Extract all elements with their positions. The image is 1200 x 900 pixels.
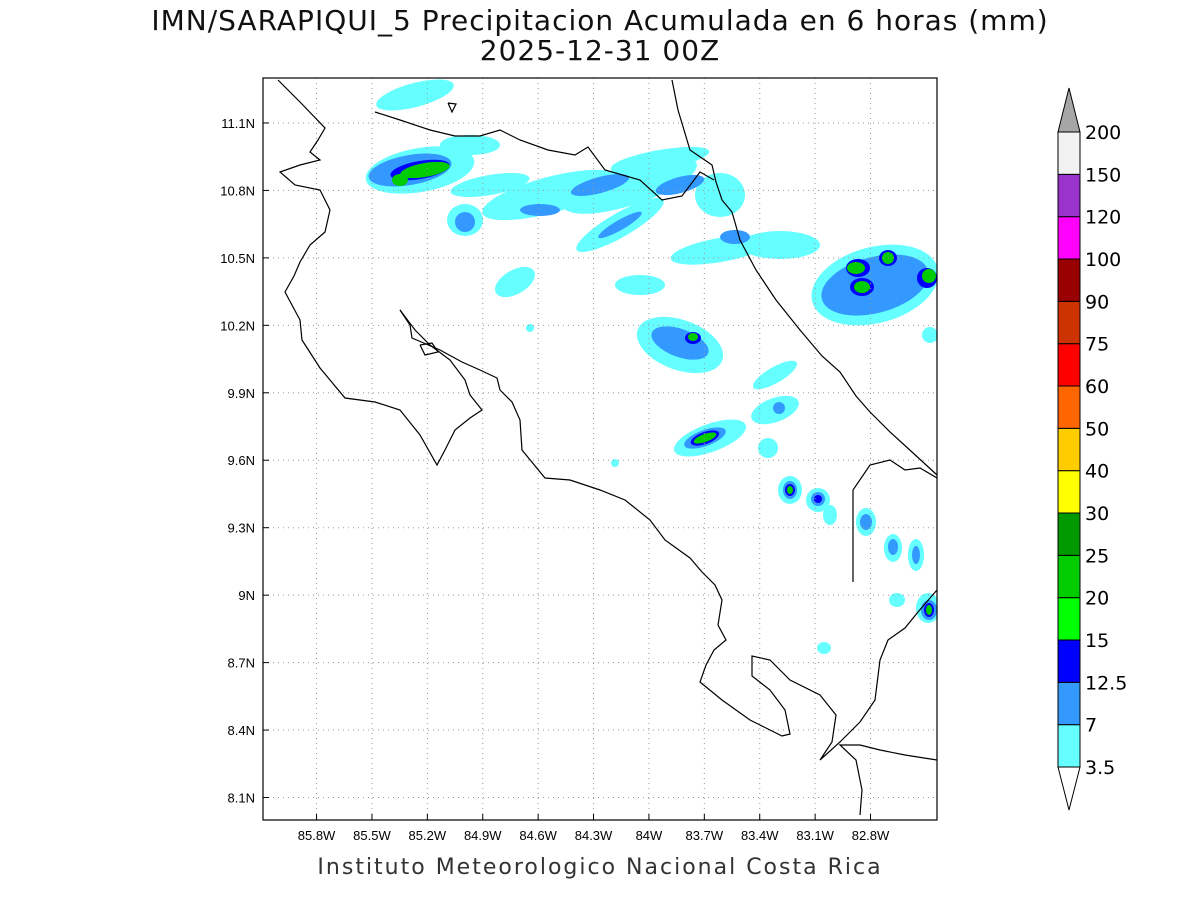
colorbar-label: 40 — [1085, 461, 1109, 483]
coastline — [277, 79, 937, 816]
precipitation-field — [365, 79, 937, 654]
lat-tick-label: 10.8N — [220, 183, 255, 198]
lat-tick-label: 10.5N — [220, 251, 255, 266]
lat-tick-label: 9.9N — [228, 386, 255, 401]
map-frame — [262, 77, 938, 821]
colorbar-label: 60 — [1085, 376, 1109, 398]
colorbar-label: 75 — [1085, 334, 1109, 356]
lat-tick-label: 9N — [238, 588, 255, 603]
colorbar-label: 120 — [1085, 207, 1121, 229]
colorbar-under-triangle — [1057, 766, 1081, 811]
colorbar-label: 100 — [1085, 249, 1121, 271]
colorbar-label: 200 — [1085, 122, 1121, 144]
colorbar-over-triangle — [1057, 87, 1081, 133]
lon-tick-label: 84.6W — [519, 828, 557, 843]
lon-tick-label: 83.4W — [741, 828, 779, 843]
map-title: IMN/SARAPIQUI_5 Precipitacion Acumulada … — [151, 4, 1049, 37]
colorbar-label: 7 — [1085, 715, 1097, 737]
colorbar-swatch — [1057, 300, 1081, 345]
lon-tick-label: 83.7W — [686, 828, 724, 843]
grid-lines — [263, 78, 937, 820]
footer-credit: Instituto Meteorologico Nacional Costa R… — [317, 855, 883, 880]
colorbar-label: 12.5 — [1085, 672, 1127, 694]
colorbar-legend: 3.5 7 12.5 15 20 25 30 40 50 60 75 90 100 120 150 200 — [1057, 87, 1127, 811]
colorbar-label: 90 — [1085, 291, 1109, 313]
lon-tick-label: 84.3W — [575, 828, 613, 843]
colorbar-label: 20 — [1085, 588, 1109, 610]
colorbar-swatch — [1057, 639, 1081, 683]
colorbar-swatch — [1057, 131, 1081, 175]
axis-ticks: 85.8W 85.5W 85.2W 84.9W 84.6W 84.3W 84W 83.7W 83… — [220, 116, 890, 843]
colorbar-swatch — [1057, 385, 1081, 429]
lat-tick-label: 8.7N — [228, 656, 255, 671]
colorbar-label: 3.5 — [1085, 757, 1115, 779]
lon-tick-label: 85.8W — [298, 828, 336, 843]
lon-tick-label: 84.9W — [464, 828, 502, 843]
colorbar-swatch — [1057, 216, 1081, 260]
colorbar-label: 25 — [1085, 545, 1109, 567]
colorbar-label: 30 — [1085, 503, 1109, 525]
colorbar-swatch — [1057, 427, 1081, 472]
colorbar-swatch — [1057, 173, 1081, 218]
lon-tick-label: 85.5W — [353, 828, 391, 843]
colorbar-swatch — [1057, 512, 1081, 556]
colorbar-swatch — [1057, 554, 1081, 599]
lon-tick-label: 85.2W — [409, 828, 447, 843]
lat-tick-label: 8.4N — [228, 723, 255, 738]
lat-tick-label: 8.1N — [228, 791, 255, 806]
colorbar-swatch — [1057, 343, 1081, 387]
colorbar-swatch — [1057, 724, 1081, 768]
colorbar-label: 15 — [1085, 630, 1109, 652]
colorbar-label: 50 — [1085, 418, 1109, 440]
colorbar-swatch — [1057, 597, 1081, 641]
colorbar-swatch — [1057, 470, 1081, 514]
lon-tick-label: 83.1W — [796, 828, 834, 843]
colorbar-swatch — [1057, 258, 1081, 302]
lat-tick-label: 9.3N — [228, 521, 255, 536]
lat-tick-label: 10.2N — [220, 318, 255, 333]
colorbar-swatch — [1057, 681, 1081, 726]
lat-tick-label: 9.6N — [228, 453, 255, 468]
map-valid-time: 2025-12-31 00Z — [479, 34, 721, 67]
lat-tick-label: 11.1N — [221, 116, 255, 131]
lon-tick-label: 82.8W — [852, 828, 890, 843]
lon-tick-label: 84W — [636, 828, 663, 843]
colorbar-label: 150 — [1085, 164, 1121, 186]
